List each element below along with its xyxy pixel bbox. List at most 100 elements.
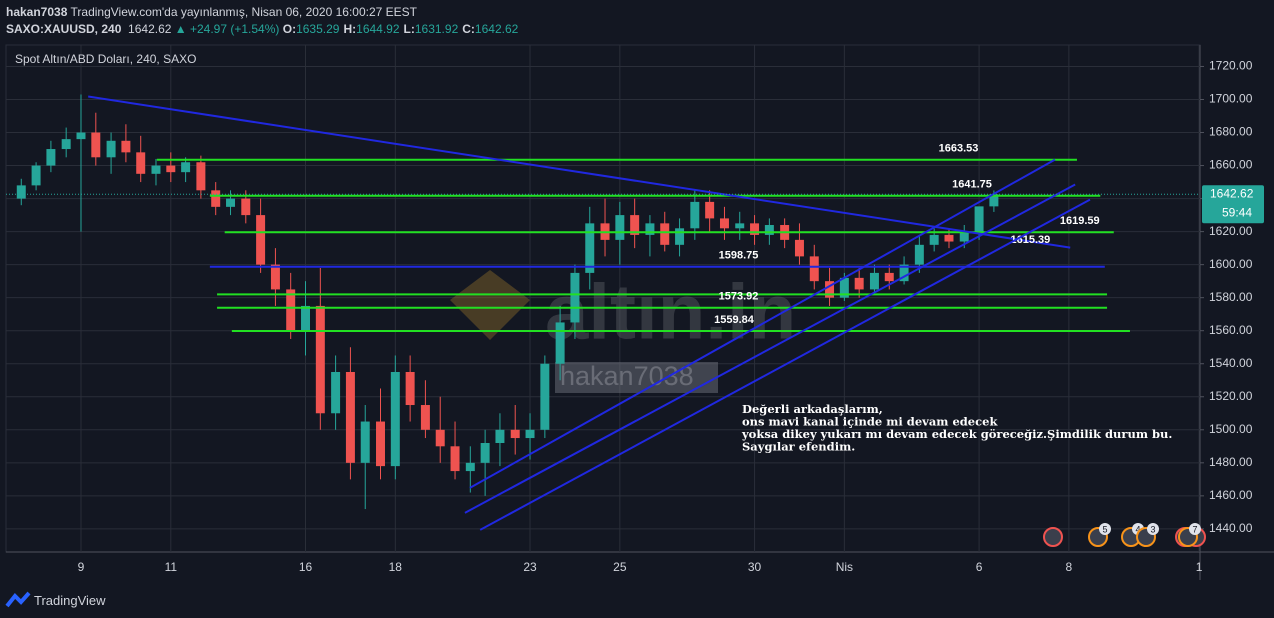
publish-line: hakan7038 TradingView.com'da yayınlanmış… <box>6 4 522 21</box>
trend-line <box>479 198 1091 531</box>
y-tick-label: 1500.00 <box>1209 422 1253 436</box>
level-label: 1619.59 <box>1060 215 1100 227</box>
candle-body <box>420 405 430 430</box>
candle-body <box>764 225 774 235</box>
ohlc-key: C: <box>462 22 475 36</box>
x-tick-label: 9 <box>78 560 85 574</box>
candle-body <box>151 165 161 174</box>
level-label: 1641.75 <box>952 179 992 191</box>
level-label: 1598.75 <box>719 250 759 262</box>
candle-body <box>226 198 236 207</box>
candle-body <box>465 462 475 472</box>
candle-body <box>705 201 715 219</box>
symbol-line: SAXO:XAUUSD, 240 1642.62 ▲ +24.97 (+1.54… <box>6 21 522 38</box>
event-badge <box>1099 523 1111 535</box>
watermark-box <box>555 362 718 393</box>
candle-body <box>525 429 535 439</box>
y-tick-label: 1720.00 <box>1209 59 1253 73</box>
candle-body <box>480 443 490 463</box>
x-tick-label: 6 <box>976 560 983 574</box>
y-tick-label: 1480.00 <box>1209 455 1253 469</box>
y-tick-label: 1580.00 <box>1209 290 1253 304</box>
ohlc-key: O: <box>282 22 297 36</box>
candle-body <box>16 185 26 199</box>
level-label: 1663.53 <box>939 143 979 155</box>
x-tick-label: 8 <box>1066 560 1073 574</box>
y-tick-label: 1660.00 <box>1209 158 1253 172</box>
event-badge <box>1189 523 1201 535</box>
candle-body <box>31 165 41 186</box>
trend-line <box>88 95 1071 249</box>
candle-body <box>735 223 745 229</box>
chart: altın.in hakan7038 1663.53 1641.75 1619.59… <box>5 44 1274 580</box>
x-tick-label: 30 <box>748 560 762 574</box>
candle-body <box>286 289 296 331</box>
note-line: yoksa dikey yukarı mı devam edecek görec… <box>741 427 1172 441</box>
watermark: altın.in hakan7038 <box>450 268 796 393</box>
event-icon <box>1043 527 1063 547</box>
ohlc-value: 1642.62 <box>474 22 519 36</box>
event-count: 5 <box>1102 524 1107 534</box>
candle-body <box>211 190 221 207</box>
candle-body <box>61 139 71 150</box>
candle-body <box>630 215 640 235</box>
symbol: SAXO:XAUUSD, 240 <box>6 22 122 36</box>
ohlc-value: 1635.29 <box>296 22 340 36</box>
ohlc: O:1635.29 H:1644.92 L:1631.92 C:1642.62 <box>283 22 523 36</box>
event-badge <box>1147 523 1159 535</box>
y-tick-label: 1620.00 <box>1209 224 1253 238</box>
candle-body <box>196 162 206 191</box>
note-line: Değerli arkadaşlarım, <box>742 402 883 416</box>
candle-body <box>331 371 341 414</box>
candle-body <box>854 277 864 290</box>
candle-body <box>136 152 146 174</box>
candle-body <box>570 272 580 323</box>
x-tick-label: 18 <box>389 560 403 574</box>
candle-body <box>405 371 415 406</box>
x-tick-label: Nis <box>836 560 853 574</box>
candle-body <box>555 322 565 364</box>
candle-body <box>91 132 101 158</box>
footer: TradingView <box>0 584 1274 618</box>
watermark-user: hakan7038 <box>560 361 694 391</box>
candle-body <box>181 162 191 173</box>
y-tick-label: 1560.00 <box>1209 323 1253 337</box>
ohlc-key: L: <box>403 22 415 36</box>
candle-body <box>750 223 760 235</box>
header: hakan7038 TradingView.com'da yayınlanmış… <box>6 4 522 38</box>
ohlc-value: 1631.92 <box>414 22 459 36</box>
ohlc-key: H: <box>343 22 357 36</box>
candle-body <box>645 223 655 235</box>
candle-body <box>360 421 370 463</box>
candle-body <box>106 140 116 158</box>
candle-body <box>241 198 251 216</box>
candle-body <box>256 215 266 265</box>
trend-line <box>469 158 1056 489</box>
candle-body <box>690 201 700 229</box>
candle-body <box>884 272 894 282</box>
x-tick-label: 11 <box>165 560 178 574</box>
level-label: 1559.84 <box>714 314 755 326</box>
y-tick-label: 1440.00 <box>1209 521 1253 535</box>
x-tick-label: 1 <box>1196 560 1203 574</box>
watermark-logo: altın.in <box>545 268 796 356</box>
brand: TradingView <box>34 593 106 608</box>
candle-body <box>510 429 520 439</box>
candle-body <box>450 446 460 472</box>
x-tick-label: 25 <box>613 560 627 574</box>
candle-body <box>869 272 879 290</box>
candle-body <box>376 421 385 467</box>
candle-body <box>944 234 954 242</box>
candle-body <box>301 305 311 331</box>
x-tick-label: 23 <box>523 560 537 574</box>
countdown: 59:44 <box>1222 205 1252 219</box>
candle-body <box>660 223 670 245</box>
candle-body <box>794 239 804 257</box>
candle-body <box>166 165 176 173</box>
y-tick-label: 1460.00 <box>1209 488 1253 502</box>
brand-logo <box>5 591 31 608</box>
candle-body <box>495 429 505 444</box>
price: 1642.62 <box>128 22 172 36</box>
candle-body <box>270 264 280 290</box>
candle-body <box>315 305 325 414</box>
